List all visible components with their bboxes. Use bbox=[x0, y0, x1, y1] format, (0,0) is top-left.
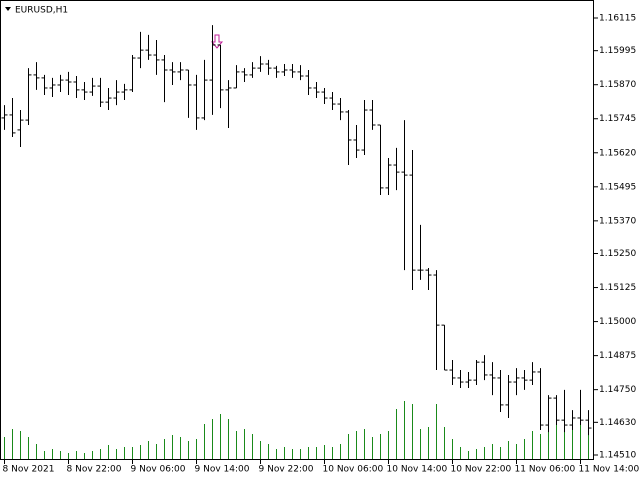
y-tick-label: 1.16115 bbox=[599, 14, 636, 24]
x-tick-label: 11 Nov 06:00 bbox=[515, 465, 576, 475]
plot-frame bbox=[0, 0, 594, 460]
y-tick-label: 1.15745 bbox=[599, 114, 636, 124]
x-tick-label: 9 Nov 06:00 bbox=[131, 465, 186, 475]
y-tick-label: 1.15370 bbox=[599, 216, 636, 226]
x-tick-label: 10 Nov 06:00 bbox=[323, 465, 384, 475]
x-tick-label: 10 Nov 22:00 bbox=[451, 465, 512, 475]
y-tick-label: 1.14630 bbox=[599, 418, 636, 428]
x-tick-label: 9 Nov 22:00 bbox=[259, 465, 314, 475]
y-tick-label: 1.14875 bbox=[599, 351, 636, 361]
x-tick-label: 11 Nov 14:00 bbox=[579, 465, 640, 475]
chart-title: EURUSD,H1 bbox=[15, 6, 68, 16]
y-tick-label: 1.15995 bbox=[599, 46, 636, 56]
x-tick-label: 9 Nov 14:00 bbox=[195, 465, 250, 475]
y-tick-label: 1.15250 bbox=[599, 249, 636, 259]
x-tick-label: 8 Nov 2021 bbox=[3, 465, 55, 475]
y-tick-label: 1.14750 bbox=[599, 385, 636, 395]
x-tick-label: 10 Nov 14:00 bbox=[387, 465, 448, 475]
y-tick-label: 1.15870 bbox=[599, 80, 636, 90]
y-tick-label: 1.15125 bbox=[599, 283, 636, 293]
y-tick-label: 1.15620 bbox=[599, 148, 636, 158]
y-tick-label: 1.14510 bbox=[599, 451, 636, 461]
x-tick-label: 8 Nov 22:00 bbox=[67, 465, 122, 475]
symbol-menu-icon[interactable] bbox=[5, 7, 11, 11]
y-tick-label: 1.15000 bbox=[599, 317, 636, 327]
y-tick-label: 1.15495 bbox=[599, 182, 636, 192]
